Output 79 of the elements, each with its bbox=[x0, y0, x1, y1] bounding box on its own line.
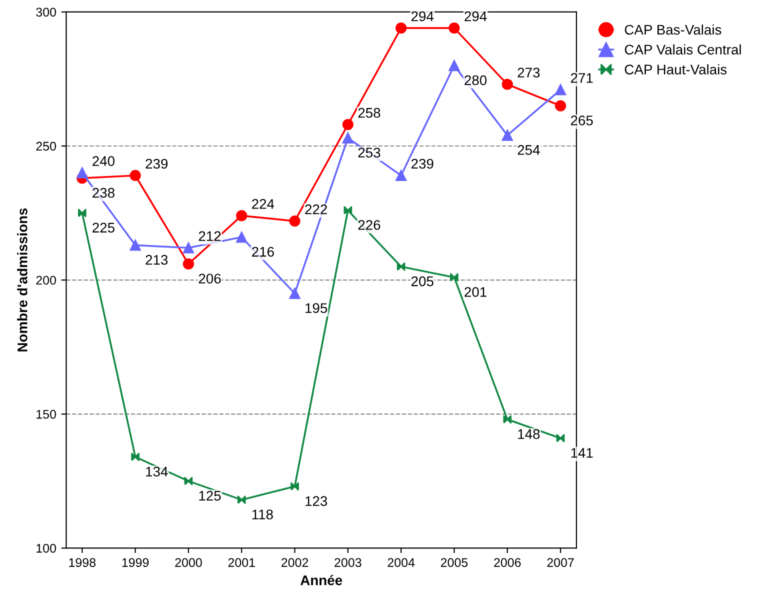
x-tick-label: 2001 bbox=[228, 558, 255, 567]
x-tick-label: 2003 bbox=[334, 558, 362, 567]
point bbox=[78, 208, 86, 218]
data-label: 125 bbox=[199, 490, 221, 501]
point bbox=[182, 258, 194, 270]
data-label: 240 bbox=[92, 156, 115, 166]
x-tick-label: 2000 bbox=[175, 558, 202, 567]
point bbox=[130, 240, 141, 251]
point bbox=[502, 130, 513, 141]
y-tick-label: 250 bbox=[36, 142, 56, 151]
point bbox=[502, 78, 513, 90]
x-tick-label: 2005 bbox=[440, 558, 468, 567]
point bbox=[236, 210, 248, 222]
x-tick-label: 2004 bbox=[388, 558, 415, 567]
data-label: 280 bbox=[464, 75, 487, 86]
legend-label: CAP Haut-Valais bbox=[624, 64, 727, 74]
y-tick-label: 100 bbox=[36, 544, 56, 553]
y-axis-title: Nombre d'admissions bbox=[17, 208, 28, 352]
data-label: 222 bbox=[305, 204, 327, 214]
x-tick-label: 1999 bbox=[122, 558, 149, 567]
data-label: 123 bbox=[306, 496, 328, 506]
y-tick-label: 200 bbox=[36, 276, 56, 285]
data-label: 201 bbox=[464, 287, 486, 297]
x-axis-title: Année bbox=[300, 574, 342, 586]
y-tick-label: 150 bbox=[36, 410, 56, 419]
x-tick-label: 2002 bbox=[281, 558, 308, 567]
point bbox=[237, 496, 246, 504]
point bbox=[342, 119, 354, 130]
point bbox=[290, 482, 299, 491]
data-label: 294 bbox=[464, 11, 487, 22]
point bbox=[76, 167, 88, 178]
data-label: 238 bbox=[92, 188, 114, 198]
data-label: 148 bbox=[518, 429, 540, 439]
point bbox=[130, 170, 141, 182]
data-label: 216 bbox=[252, 246, 274, 257]
data-label: 294 bbox=[411, 11, 434, 22]
data-label: 239 bbox=[411, 158, 434, 169]
point bbox=[236, 232, 248, 243]
data-label: 253 bbox=[358, 148, 380, 158]
point bbox=[554, 100, 566, 112]
data-label: 254 bbox=[518, 145, 540, 155]
x-tick-label: 2006 bbox=[494, 558, 521, 567]
legend-label: CAP Valais Central bbox=[624, 44, 741, 55]
point bbox=[289, 288, 300, 299]
point bbox=[396, 22, 407, 34]
data-label: 206 bbox=[198, 274, 221, 284]
point bbox=[396, 262, 406, 271]
data-label: 224 bbox=[252, 199, 274, 209]
data-label: 205 bbox=[411, 276, 434, 286]
data-label: 225 bbox=[92, 222, 114, 233]
point bbox=[342, 132, 354, 144]
x-tick-label: 1998 bbox=[69, 558, 96, 567]
data-label: 212 bbox=[198, 231, 221, 241]
point bbox=[503, 415, 512, 424]
data-label: 213 bbox=[146, 254, 168, 265]
data-label: 271 bbox=[570, 73, 593, 83]
legend-label: CAP Bas-Valais bbox=[624, 24, 722, 35]
point bbox=[448, 22, 460, 34]
data-label: 265 bbox=[570, 116, 593, 126]
point bbox=[448, 60, 460, 72]
point bbox=[556, 434, 565, 442]
data-label: 239 bbox=[146, 158, 168, 169]
point bbox=[184, 476, 193, 486]
y-tick-label: 300 bbox=[36, 8, 56, 17]
data-label: 273 bbox=[518, 68, 540, 78]
point bbox=[182, 242, 194, 254]
data-label: 226 bbox=[358, 220, 380, 230]
point bbox=[344, 206, 352, 215]
point bbox=[554, 84, 566, 96]
x-tick-label: 2007 bbox=[547, 558, 574, 567]
data-label: 118 bbox=[252, 510, 273, 520]
data-label: 141 bbox=[571, 448, 593, 458]
point bbox=[289, 216, 300, 227]
data-label: 134 bbox=[146, 466, 168, 477]
point bbox=[450, 273, 458, 282]
point bbox=[131, 452, 140, 462]
data-label: 195 bbox=[306, 303, 328, 314]
data-label: 258 bbox=[358, 108, 380, 118]
point bbox=[396, 170, 407, 182]
